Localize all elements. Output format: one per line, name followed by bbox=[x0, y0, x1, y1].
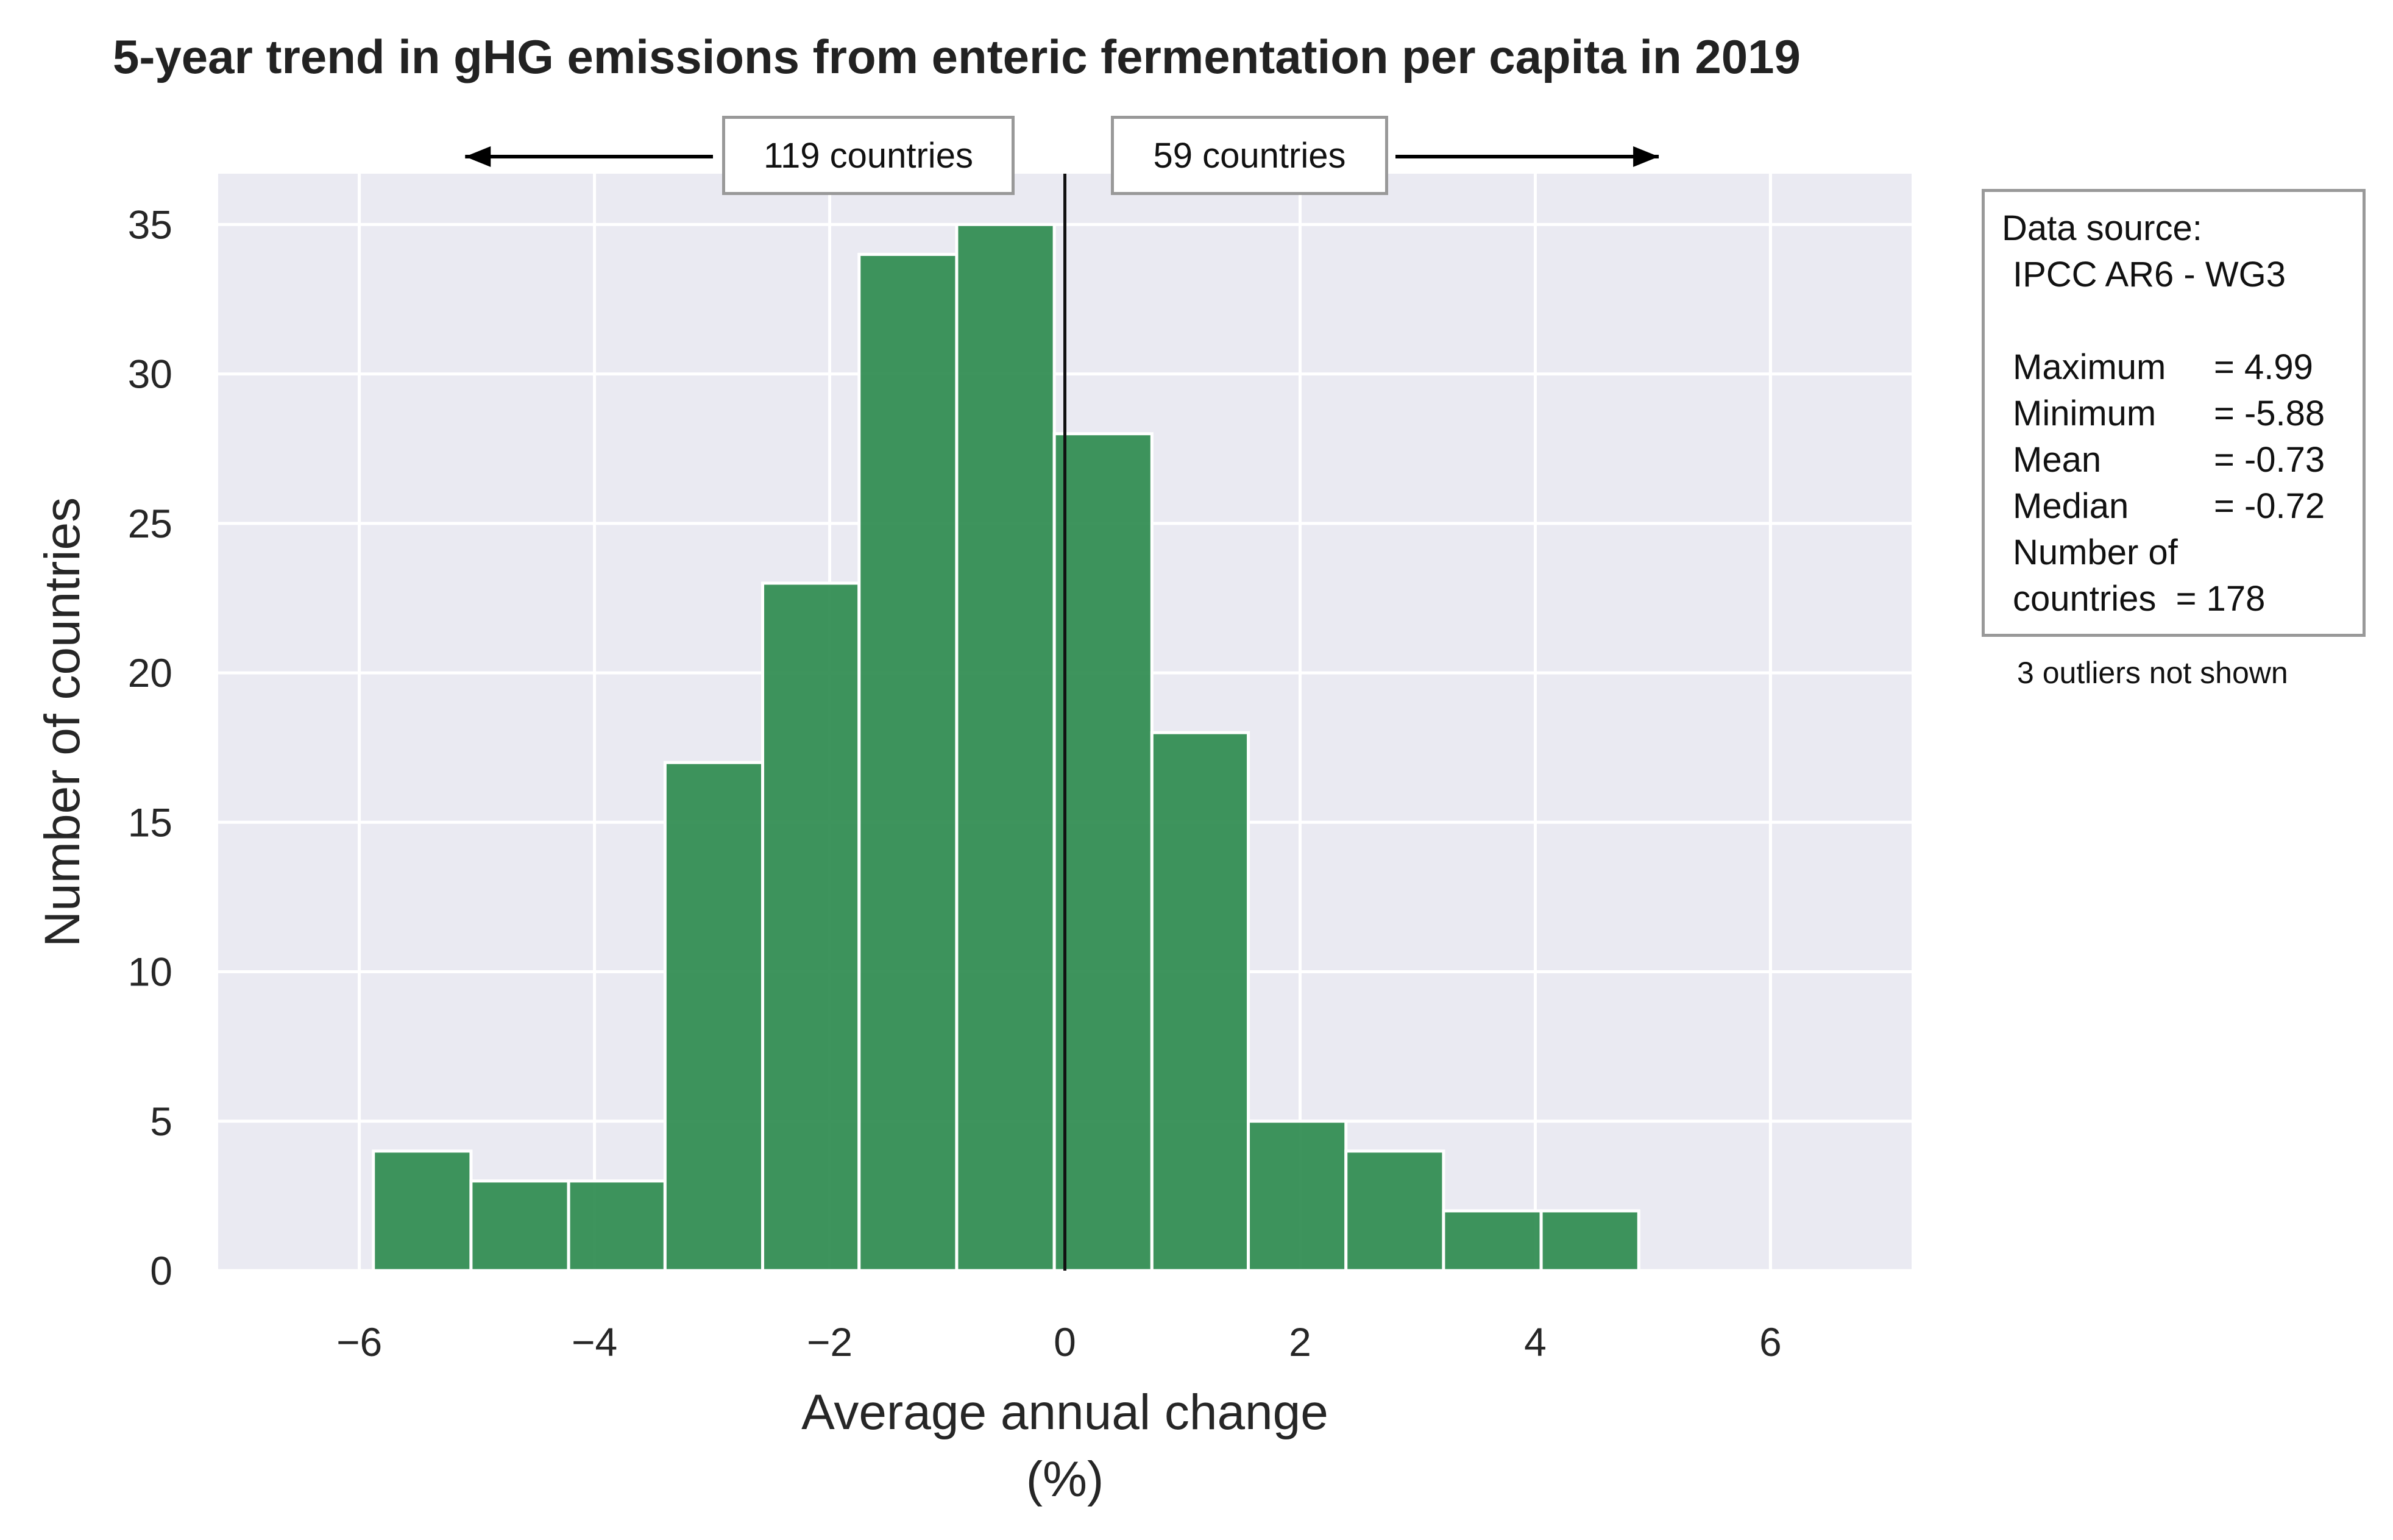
y-tick-label: 30 bbox=[128, 352, 172, 397]
x-tick-labels: −6 −4 −2 0 2 4 6 bbox=[336, 1319, 1782, 1364]
count-arrows bbox=[465, 146, 1659, 167]
histogram-bar bbox=[469, 1179, 570, 1272]
stat-minimum: Minimum = -5.88 bbox=[2013, 394, 2325, 433]
x-tick-label: 0 bbox=[1054, 1319, 1076, 1364]
data-source-box: Data source: IPCC AR6 - WG3 Maximum = 4.9… bbox=[1982, 189, 2366, 637]
stat-count-line2: countries = 178 bbox=[2013, 579, 2266, 619]
x-tick-label: −4 bbox=[572, 1319, 617, 1364]
y-tick-labels: 0 5 10 15 20 25 30 35 bbox=[128, 202, 172, 1293]
y-tick-label: 5 bbox=[150, 1099, 172, 1144]
x-tick-label: −6 bbox=[336, 1319, 382, 1364]
stat-mean: Mean = -0.73 bbox=[2013, 440, 2325, 480]
arrow-head bbox=[1633, 146, 1659, 167]
right-count-annotation: 59 countries bbox=[1111, 116, 1388, 195]
stat-maximum: Maximum = 4.99 bbox=[2013, 347, 2313, 387]
histogram-bar bbox=[1150, 731, 1250, 1272]
x-tick-label: 4 bbox=[1524, 1319, 1547, 1364]
y-tick-label: 0 bbox=[150, 1248, 172, 1293]
left-count-annotation: 119 countries bbox=[722, 116, 1015, 195]
histogram-bar bbox=[372, 1149, 473, 1272]
stat-count-line1: Number of bbox=[2013, 533, 2178, 572]
y-tick-label: 15 bbox=[128, 800, 172, 845]
stats-list: Maximum = 4.99 Minimum = -5.88 Mean = -0.73… bbox=[2002, 344, 2345, 622]
y-tick-label: 25 bbox=[128, 501, 172, 546]
histogram-bar bbox=[663, 761, 765, 1272]
histogram-bar bbox=[857, 252, 959, 1272]
source-name: IPCC AR6 - WG3 bbox=[2013, 255, 2286, 294]
y-tick-label: 35 bbox=[128, 202, 172, 247]
histogram-bar bbox=[1442, 1209, 1543, 1272]
x-tick-label: −2 bbox=[807, 1319, 853, 1364]
histogram-bars bbox=[372, 222, 1640, 1272]
x-tick-label: 2 bbox=[1289, 1319, 1311, 1364]
histogram-bar bbox=[1052, 432, 1154, 1272]
y-tick-label: 10 bbox=[128, 949, 172, 995]
source-label: Data source: bbox=[2002, 208, 2202, 248]
stat-median: Median = -0.72 bbox=[2013, 486, 2325, 526]
outliers-note: 3 outliers not shown bbox=[2017, 656, 2288, 690]
x-axis-unit: (%) bbox=[1026, 1452, 1104, 1507]
arrow-head bbox=[465, 146, 491, 167]
histogram-bar bbox=[1247, 1120, 1348, 1272]
histogram-bar bbox=[955, 222, 1056, 1272]
y-axis-label: Number of countries bbox=[35, 497, 90, 947]
histogram-bar bbox=[567, 1179, 667, 1272]
histogram-bar bbox=[761, 581, 861, 1272]
histogram-bar bbox=[1344, 1149, 1445, 1272]
x-tick-label: 6 bbox=[1759, 1319, 1782, 1364]
histogram-bar bbox=[1539, 1209, 1640, 1272]
chart-title: 5-year trend in gHG emissions from enter… bbox=[113, 30, 1801, 83]
y-tick-label: 20 bbox=[128, 650, 172, 695]
x-axis-label: Average annual change bbox=[801, 1385, 1328, 1440]
